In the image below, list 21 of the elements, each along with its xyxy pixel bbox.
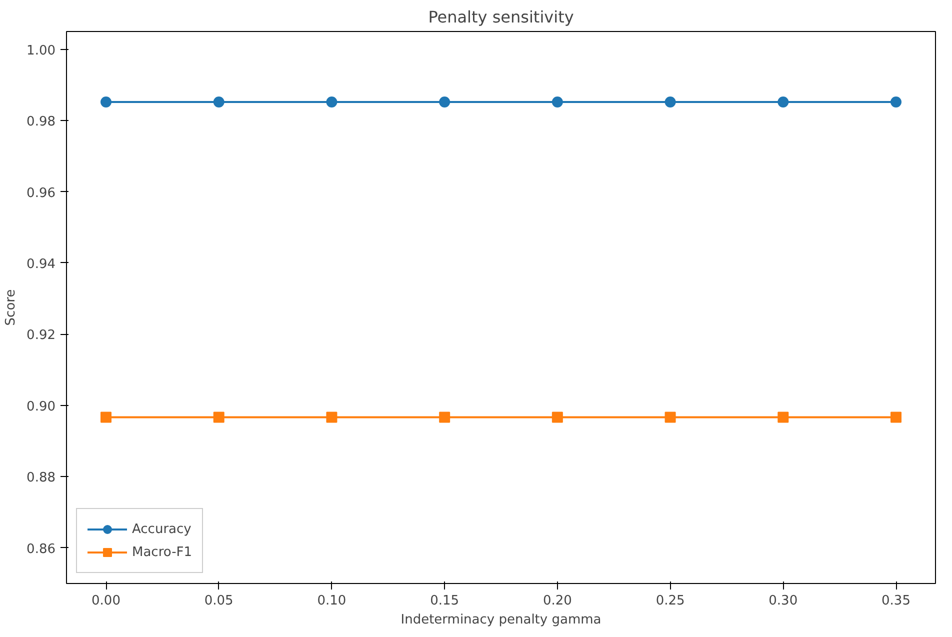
x-axis-title: Indeterminacy penalty gamma <box>400 612 602 628</box>
x-tick-label: 0.15 <box>430 594 460 608</box>
y-tick-label: 0.92 <box>26 328 56 344</box>
x-tick-label: 0.10 <box>317 594 346 608</box>
y-tick-label: 0.88 <box>26 470 56 486</box>
y-tick-label: 0.90 <box>26 399 56 414</box>
x-tick-label: 0.05 <box>204 594 234 608</box>
legend-label: Accuracy <box>132 522 192 536</box>
x-tick-label: 0.20 <box>542 594 572 608</box>
legend-label: Macro-F1 <box>132 544 192 560</box>
x-tick-label: 0.00 <box>92 594 120 608</box>
y-tick-label: 0.96 <box>26 186 56 201</box>
x-tick-label: 0.25 <box>656 594 685 608</box>
y-tick-label: 1.00 <box>26 43 56 58</box>
x-tick-label: 0.30 <box>768 594 798 608</box>
x-tick-label: 0.35 <box>882 594 910 608</box>
y-axis-title: Score <box>4 289 19 326</box>
y-tick-label: 0.98 <box>26 114 56 130</box>
y-tick-label: 0.86 <box>26 542 56 557</box>
chart-title: Penalty sensitivity <box>428 8 574 26</box>
y-tick-label: 0.94 <box>26 256 56 272</box>
